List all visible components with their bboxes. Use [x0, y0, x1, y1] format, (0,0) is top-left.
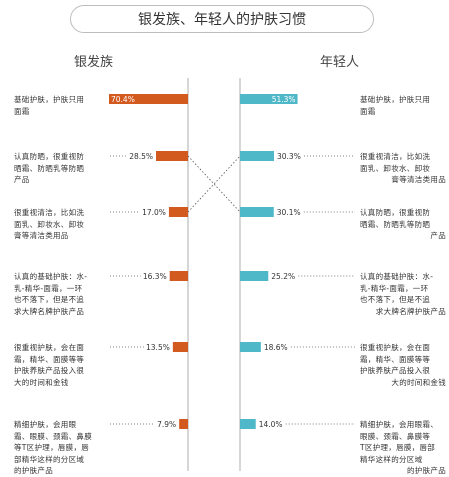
left-category-0-line: 基础护肤，护肤只用 [14, 95, 85, 104]
left-category-1-line: 认真防晒，很重视防 [14, 152, 85, 161]
left-category-4-line: 护肤养肤产品投入很 [14, 366, 85, 375]
right-category-5-line: 精细护肤，会用眼霜、 [360, 420, 438, 429]
right-category-5-line: 眼膜、颈霜、鼻膜等 [360, 431, 431, 441]
silver-bar-1 [156, 151, 188, 161]
young-value-label-1: 30.3% [277, 152, 301, 161]
right-category-0: 基础护肤，护肤只用 面霜 [360, 94, 446, 117]
right-category-3-line: 认真的基础护肤：水- [360, 272, 434, 281]
left-category-1-line: 产品 [14, 175, 30, 184]
silver-value-label-4: 13.5% [146, 343, 170, 352]
left-category-4-line: 很重视护肤，会在面 [14, 343, 85, 352]
left-category-2-line: 面乳、卸妆水、卸妆 [14, 219, 85, 229]
legend-young: 年轻人 [320, 55, 360, 70]
right-category-2-line: 认真防晒，很重视防 [360, 208, 431, 217]
right-category-4: 很重视护肤，会在面 霜，精华、面膜等等 护肤养肤产品投入很大的时间和金钱 [360, 342, 446, 388]
right-category-1-line: 很重视清洁，比如洗 [360, 152, 431, 161]
silver-bar-0 [109, 94, 188, 104]
left-category-2-line: 很重视清洁，比如洗 [14, 208, 85, 217]
young-bar-0 [240, 94, 298, 104]
legend-silver: 银发族 [74, 55, 114, 70]
left-category-4: 很重视护肤，会在面 霜，精华、面膜等等 护肤养肤产品投入很 大的时间和金钱 [14, 342, 114, 388]
left-category-0: 基础护肤，护肤只用 面霜 [14, 94, 114, 117]
right-category-3-line: 也不落下，但是不追 [360, 295, 431, 304]
silver-value-label-1: 28.5% [129, 152, 153, 161]
left-category-0-line: 面霜 [14, 106, 30, 116]
silver-value-label-3: 16.3% [143, 272, 167, 281]
right-category-1-line: 面乳、卸妆水、卸妆 [360, 163, 431, 173]
young-value-label-5: 14.0% [259, 420, 283, 429]
young-bar-1 [240, 151, 275, 161]
silver-bar-2 [168, 207, 188, 217]
right-category-4-line: 大的时间和金钱 [391, 377, 446, 387]
left-category-1-line: 晒霜、防晒乳等防晒 [14, 163, 85, 173]
right-category-2-line: 晒霜、防晒乳等防晒 [360, 219, 431, 229]
right-category-5-line: 精华这样的分区域 [360, 454, 423, 464]
left-category-2-line: 膏等清洁类用品 [14, 231, 69, 240]
young-value-label-0: 51.3% [272, 95, 296, 104]
connector-line-0 [187, 155, 241, 213]
right-category-4-line: 护肤养肤产品投入很 [360, 366, 431, 375]
young-value-label-2: 30.1% [277, 208, 301, 217]
right-category-3-line: 求大牌名牌护肤产品 [375, 306, 446, 316]
right-category-1-line: 膏等清洁类用品 [391, 175, 446, 184]
left-category-4-line: 大的时间和金钱 [14, 377, 69, 387]
silver-value-label-5: 7.9% [157, 420, 176, 429]
left-category-5: 精细护肤，会用眼 霜、眼膜、颈霜、鼻膜 等T区护理，唇膜，唇 部精华这样的分区域 的护肤… [14, 419, 114, 477]
right-category-2-line: 产品 [430, 231, 446, 240]
chart-title: 银发族、年轻人的护肤习惯 [70, 5, 374, 33]
right-category-0-line: 面霜 [360, 106, 376, 116]
silver-value-label-2: 17.0% [142, 208, 166, 217]
left-category-4-line: 霜，精华、面膜等等 [14, 354, 85, 364]
right-category-0-line: 基础护肤，护肤只用 [360, 95, 431, 104]
right-category-1: 很重视清洁，比如洗 面乳、卸妆水、卸妆膏等清洁类用品 [360, 151, 446, 186]
right-category-3-line: 乳-精华-面霜，一环 [360, 283, 429, 293]
left-category-2: 很重视清洁，比如洗 面乳、卸妆水、卸妆 膏等清洁类用品 [14, 207, 114, 242]
young-bar-4 [240, 342, 261, 352]
left-category-3-line: 乳-精华-面霜，一环 [14, 283, 83, 293]
right-category-4-line: 很重视护肤，会在面 [360, 343, 431, 352]
left-category-3-line: 也不落下，但是不追 [14, 295, 85, 304]
left-category-3: 认真的基础护肤：水- 乳-精华-面霜，一环 也不落下，但是不追 求大牌名牌护肤产品 [14, 271, 114, 317]
right-category-3: 认真的基础护肤：水- 乳-精华-面霜，一环 也不落下，但是不追求大牌名牌护肤产品 [360, 271, 446, 317]
young-bar-5 [240, 419, 256, 429]
left-category-1: 认真防晒，很重视防 晒霜、防晒乳等防晒 产品 [14, 151, 114, 186]
left-category-3-line: 认真的基础护肤：水- [14, 272, 88, 281]
silver-bar-4 [172, 342, 188, 352]
silver-value-label-0: 70.4% [111, 95, 135, 104]
silver-bar-3 [169, 271, 188, 281]
left-category-5-line: 霜、眼膜、颈霜、鼻膜 [14, 431, 92, 441]
left-category-5-line: 部精华这样的分区域 [14, 454, 85, 464]
left-category-5-line: 等T区护理，唇膜，唇 [14, 443, 90, 452]
connector-line-1 [187, 155, 241, 213]
young-bar-3 [240, 271, 269, 281]
right-category-4-line: 霜，精华、面膜等等 [360, 354, 431, 364]
right-category-5: 精细护肤，会用眼霜、 眼膜、颈霜、鼻膜等 T区护理，唇膜，唇部 精华这样的分区域 的护肤… [360, 419, 446, 477]
silver-bar-5 [179, 419, 188, 429]
right-category-5-line: T区护理，唇膜，唇部 [360, 443, 436, 452]
left-category-5-line: 精细护肤，会用眼 [14, 420, 77, 429]
young-value-label-4: 18.6% [264, 343, 288, 352]
left-category-3-line: 求大牌名牌护肤产品 [14, 306, 85, 316]
right-category-2: 认真防晒，很重视防 晒霜、防晒乳等防晒产品 [360, 207, 446, 242]
young-bar-2 [240, 207, 274, 217]
young-value-label-3: 25.2% [271, 272, 295, 281]
